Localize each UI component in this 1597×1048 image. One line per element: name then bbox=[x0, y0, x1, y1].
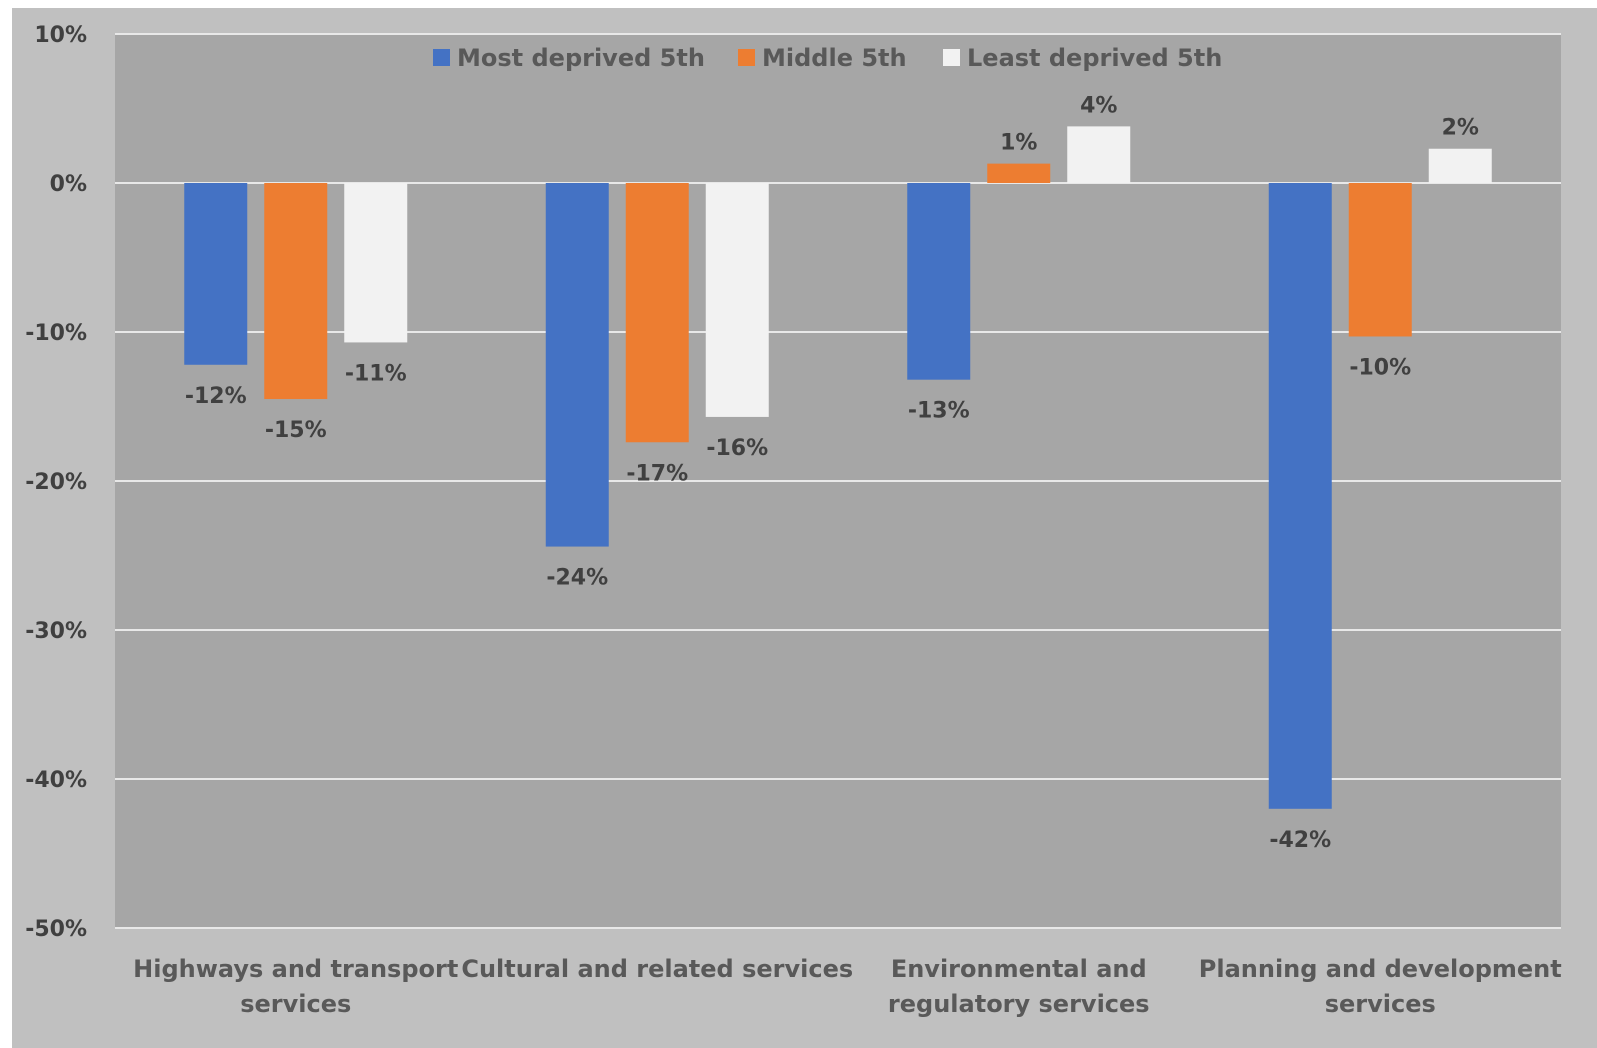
bar bbox=[545, 183, 609, 547]
y-tick-label: -20% bbox=[25, 470, 87, 495]
bar bbox=[264, 183, 328, 400]
data-label: -10% bbox=[1349, 355, 1411, 380]
bar bbox=[1268, 183, 1332, 809]
y-tick-label: -30% bbox=[25, 619, 87, 644]
y-tick-label: -40% bbox=[25, 768, 87, 793]
bar bbox=[1067, 126, 1131, 183]
y-tick-label: 10% bbox=[34, 23, 87, 48]
chart-frame: 10% 0% -10% -20% -30% -40% -50% -12% -24% -13% -42… bbox=[12, 8, 1597, 1048]
data-label: -12% bbox=[185, 384, 247, 409]
x-category-label: regulatory services bbox=[888, 990, 1150, 1018]
bar bbox=[907, 183, 971, 380]
x-category-label: services bbox=[1325, 990, 1436, 1018]
bar bbox=[705, 183, 769, 417]
legend-swatch bbox=[943, 49, 960, 66]
bar bbox=[344, 183, 408, 343]
x-category-label: Cultural and related services bbox=[461, 955, 853, 983]
x-category-label: Planning and development bbox=[1199, 955, 1562, 983]
data-label: 2% bbox=[1442, 116, 1479, 141]
data-label: -15% bbox=[265, 418, 327, 443]
y-tick-label: -10% bbox=[25, 321, 87, 346]
data-label: -16% bbox=[706, 436, 768, 461]
legend-label: Most deprived 5th bbox=[457, 44, 705, 72]
data-label: -11% bbox=[345, 361, 407, 386]
y-tick-label: 0% bbox=[50, 172, 87, 197]
legend-swatch bbox=[738, 49, 755, 66]
data-label: -13% bbox=[908, 399, 970, 424]
data-label: -24% bbox=[546, 566, 608, 591]
y-tick-label: -50% bbox=[25, 917, 87, 942]
x-category-label: services bbox=[240, 990, 351, 1018]
legend-label: Middle 5th bbox=[762, 44, 907, 72]
data-label: 1% bbox=[1000, 131, 1037, 156]
data-label: -17% bbox=[626, 461, 688, 486]
bar bbox=[184, 183, 248, 365]
data-label: -42% bbox=[1269, 828, 1331, 853]
legend-swatch bbox=[433, 49, 450, 66]
x-category-label: Highways and transport bbox=[133, 955, 458, 983]
x-category-label: Environmental and bbox=[891, 955, 1147, 983]
bar bbox=[1428, 148, 1492, 183]
bar bbox=[625, 183, 689, 443]
data-label: 4% bbox=[1080, 93, 1117, 118]
legend-label: Least deprived 5th bbox=[967, 44, 1222, 72]
bar-chart: 10% 0% -10% -20% -30% -40% -50% -12% -24% -13% -42… bbox=[25, 23, 1562, 1018]
bar bbox=[987, 163, 1051, 183]
bar bbox=[1348, 183, 1412, 337]
